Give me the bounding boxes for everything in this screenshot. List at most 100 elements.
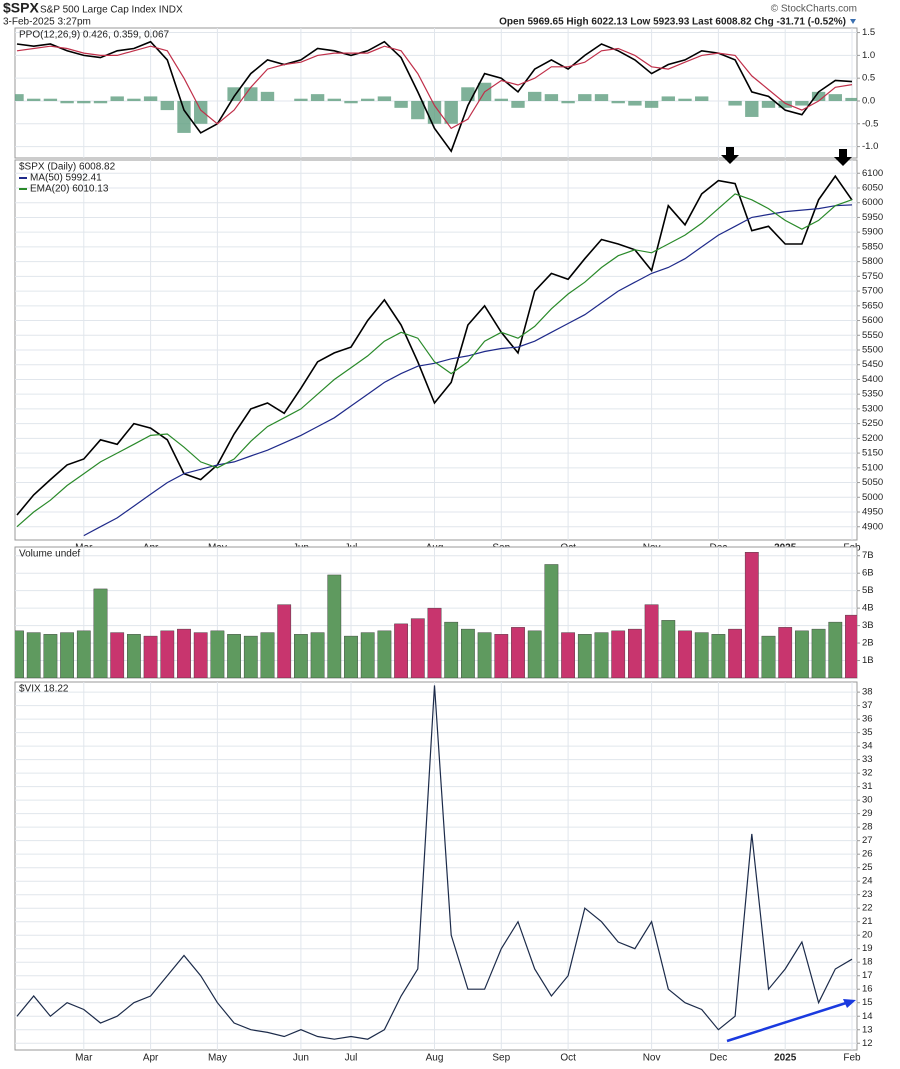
series-layer: [15, 552, 857, 678]
y-tick-label: 1.0: [862, 50, 875, 61]
y-tick-label: 5050: [862, 477, 883, 488]
histogram-bar: [244, 87, 258, 101]
volume-bar: [795, 630, 809, 678]
histogram-bar: [494, 98, 508, 101]
y-tick-label: 6100: [862, 168, 883, 179]
y-tick-label: 27: [862, 835, 873, 846]
histogram-bar: [93, 100, 108, 104]
y-tick-label: 31: [862, 781, 873, 792]
y-tick-label: 5750: [862, 271, 883, 282]
x-tick-label: Jun: [293, 1053, 309, 1064]
histogram-bar: [344, 100, 358, 104]
volume-bar: [110, 632, 125, 678]
y-tick-label: 13: [862, 1024, 873, 1035]
y-tick-label: 5300: [862, 403, 883, 414]
y-tick-label: 5900: [862, 227, 883, 238]
histogram-bar: [695, 96, 709, 101]
volume-bar: [243, 635, 258, 678]
panel-title: PPO(12,26,9) 0.426, 0.359, 0.067: [19, 30, 170, 41]
volume-bar: [60, 632, 74, 678]
histogram-bar: [678, 98, 692, 101]
histogram-bar: [561, 100, 575, 104]
volume-bar: [778, 627, 793, 678]
y-tick-label: 5500: [862, 345, 883, 356]
histogram-bar: [811, 91, 826, 101]
y-tick-label: 4950: [862, 507, 883, 518]
volume-bar: [544, 564, 559, 678]
line: [16, 193, 853, 528]
y-tick-label: 24: [862, 876, 873, 887]
volume-bar: [477, 632, 492, 678]
histogram-bar: [745, 100, 759, 117]
x-tick-label: Sep: [492, 1053, 510, 1064]
histogram-bar: [15, 94, 24, 101]
x-tick-label: Feb: [843, 1053, 861, 1064]
volume-bar: [828, 621, 843, 678]
volume-bar: [394, 623, 408, 678]
y-tick-label: 7B: [862, 550, 874, 561]
volume-bar: [227, 634, 241, 678]
volume-bar: [694, 632, 709, 678]
x-tick-label: May: [208, 1053, 227, 1064]
volume-bar: [327, 574, 342, 678]
y-tick-label: 5550: [862, 330, 883, 341]
y-tick-label: 5950: [862, 212, 883, 223]
y-tick-label: 6000: [862, 197, 883, 208]
x-tick-label: Aug: [426, 1053, 444, 1064]
y-tick-label: 5850: [862, 241, 883, 252]
y-tick-label: 22: [862, 903, 873, 914]
volume-bar: [661, 620, 676, 678]
volume-bar: [644, 604, 659, 678]
y-tick-label: 5B: [862, 585, 874, 596]
histogram-bar: [594, 94, 609, 101]
series-layer: [16, 174, 853, 537]
y-tick-label: 37: [862, 700, 873, 711]
panel-title: $SPX (Daily) 6008.82: [19, 162, 116, 173]
y-tick-label: -0.5: [862, 118, 878, 129]
volume-bar: [628, 628, 642, 678]
x-tick-label: Apr: [143, 1053, 159, 1064]
y-tick-label: 5100: [862, 462, 883, 473]
histogram-bar: [361, 98, 375, 101]
histogram-bar: [143, 96, 158, 101]
y-tick-label: 26: [862, 849, 873, 860]
volume-bar: [143, 635, 158, 678]
volume-bar: [377, 630, 392, 678]
volume-bar: [277, 604, 292, 678]
quote: Open 5969.65 High 6022.13 Low 5923.93 La…: [499, 17, 846, 28]
volume-bar: [611, 630, 626, 678]
menu-arrow[interactable]: [850, 19, 856, 24]
symbol: $SPX: [3, 0, 39, 16]
peak-arrow: [721, 147, 739, 164]
histogram-bar: [110, 96, 124, 101]
series-layer: [15, 40, 857, 153]
histogram-bar: [761, 100, 776, 108]
histogram-bar: [461, 87, 475, 101]
y-tick-label: 14: [862, 1011, 873, 1022]
histogram-bar: [260, 91, 275, 101]
y-tick-label: 28: [862, 822, 873, 833]
histogram-bar: [628, 100, 642, 106]
y-tick-label: 0.5: [862, 73, 875, 84]
volume-bar: [410, 618, 425, 678]
volume-bar: [744, 552, 759, 678]
y-tick-label: 36: [862, 714, 873, 725]
y-tick-label: 21: [862, 916, 873, 927]
y-tick-label: 34: [862, 741, 873, 752]
y-tick-label: 15: [862, 997, 873, 1008]
y-tick-label: 18: [862, 957, 873, 968]
histogram-bar: [778, 100, 792, 108]
histogram-bar: [43, 98, 58, 101]
index-name: S&P 500 Large Cap Index INDX: [40, 5, 183, 16]
volume-bar: [360, 632, 375, 678]
panel: [14, 27, 858, 159]
histogram-bar: [194, 100, 208, 124]
volume-bar: [160, 630, 175, 678]
volume-bar: [294, 634, 308, 678]
x-tick-label: Oct: [560, 1053, 576, 1064]
histogram-bar: [728, 100, 742, 106]
histogram-bar: [795, 100, 809, 106]
y-tick-label: 20: [862, 930, 873, 941]
y-tick-label: 38: [862, 687, 873, 698]
